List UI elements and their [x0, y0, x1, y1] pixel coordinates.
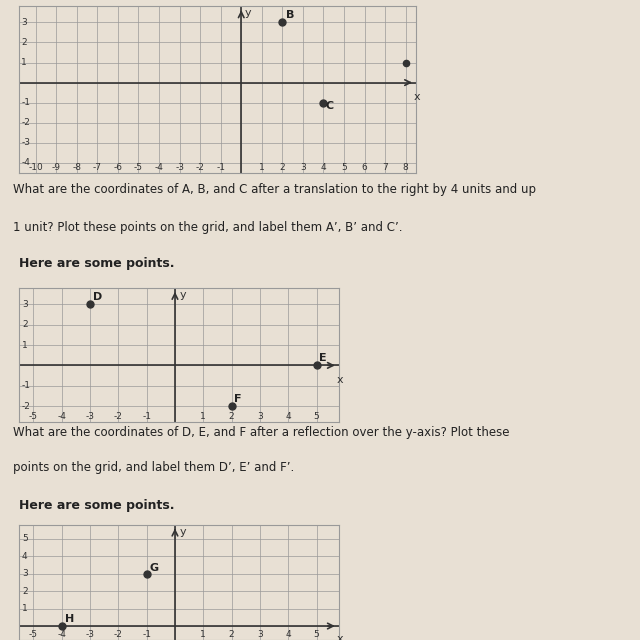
Text: 1: 1 [22, 604, 28, 613]
Text: -2: -2 [196, 163, 205, 172]
Text: 3: 3 [21, 18, 27, 27]
Text: 2: 2 [22, 320, 28, 329]
Text: What are the coordinates of A, B, and C after a translation to the right by 4 un: What are the coordinates of A, B, and C … [13, 183, 536, 196]
Point [56, 621, 67, 631]
Text: y: y [179, 290, 186, 300]
Text: -5: -5 [29, 412, 38, 421]
Text: x: x [414, 92, 420, 102]
Text: -2: -2 [21, 118, 30, 127]
Text: 3: 3 [257, 630, 263, 639]
Text: 6: 6 [362, 163, 367, 172]
Text: 5: 5 [314, 630, 319, 639]
Text: Here are some points.: Here are some points. [19, 257, 175, 269]
Point [85, 299, 95, 309]
Text: -1: -1 [142, 412, 151, 421]
Text: F: F [234, 394, 242, 404]
Text: 1: 1 [22, 340, 28, 349]
Point [141, 568, 152, 579]
Text: C: C [326, 100, 333, 111]
Text: x: x [337, 374, 343, 385]
Text: -5: -5 [29, 630, 38, 639]
Text: 4: 4 [321, 163, 326, 172]
Text: -4: -4 [57, 412, 66, 421]
Text: 1: 1 [259, 163, 265, 172]
Text: -4: -4 [21, 158, 30, 167]
Text: 2: 2 [280, 163, 285, 172]
Text: 2: 2 [228, 412, 234, 421]
Text: -2: -2 [114, 630, 123, 639]
Text: -2: -2 [114, 412, 123, 421]
Text: 4: 4 [285, 412, 291, 421]
Text: -4: -4 [155, 163, 163, 172]
Text: 3: 3 [22, 300, 28, 308]
Text: What are the coordinates of D, E, and F after a reflection over the y-axis? Plot: What are the coordinates of D, E, and F … [13, 426, 509, 439]
Text: 8: 8 [403, 163, 408, 172]
Text: E: E [319, 353, 327, 364]
Text: -9: -9 [52, 163, 61, 172]
Text: x: x [337, 634, 343, 640]
Text: -10: -10 [28, 163, 43, 172]
Text: 2: 2 [22, 587, 28, 596]
Text: H: H [65, 614, 74, 624]
Text: 1: 1 [200, 630, 206, 639]
Text: 3: 3 [22, 569, 28, 578]
Text: -3: -3 [86, 630, 95, 639]
Text: 7: 7 [382, 163, 388, 172]
Text: 5: 5 [314, 412, 319, 421]
Text: y: y [244, 8, 251, 19]
Text: -4: -4 [57, 630, 66, 639]
Point [227, 401, 237, 412]
Text: -1: -1 [21, 98, 30, 107]
Text: Here are some points.: Here are some points. [19, 499, 175, 512]
Text: B: B [287, 10, 295, 20]
Text: 1: 1 [200, 412, 206, 421]
Text: -3: -3 [21, 138, 30, 147]
Text: -1: -1 [216, 163, 225, 172]
Text: 2: 2 [21, 38, 27, 47]
Text: -1: -1 [142, 630, 151, 639]
Point [318, 97, 328, 108]
Text: -3: -3 [86, 412, 95, 421]
Text: -2: -2 [22, 402, 31, 411]
Point [401, 58, 411, 68]
Text: -1: -1 [22, 381, 31, 390]
Text: -3: -3 [175, 163, 184, 172]
Text: y: y [179, 527, 186, 536]
Text: -7: -7 [93, 163, 102, 172]
Text: D: D [93, 292, 102, 302]
Text: 4: 4 [22, 552, 28, 561]
Point [312, 360, 322, 371]
Text: 4: 4 [285, 630, 291, 639]
Text: 1 unit? Plot these points on the grid, and label them A’, B’ and C’.: 1 unit? Plot these points on the grid, a… [13, 221, 403, 234]
Text: 3: 3 [300, 163, 306, 172]
Text: G: G [150, 563, 159, 573]
Text: 5: 5 [22, 534, 28, 543]
Text: 2: 2 [228, 630, 234, 639]
Text: 3: 3 [257, 412, 263, 421]
Text: 5: 5 [341, 163, 347, 172]
Text: -6: -6 [113, 163, 122, 172]
Text: -8: -8 [72, 163, 81, 172]
Text: -5: -5 [134, 163, 143, 172]
Point [277, 17, 287, 28]
Text: points on the grid, and label them D’, E’ and F’.: points on the grid, and label them D’, E… [13, 461, 294, 474]
Text: 1: 1 [21, 58, 27, 67]
